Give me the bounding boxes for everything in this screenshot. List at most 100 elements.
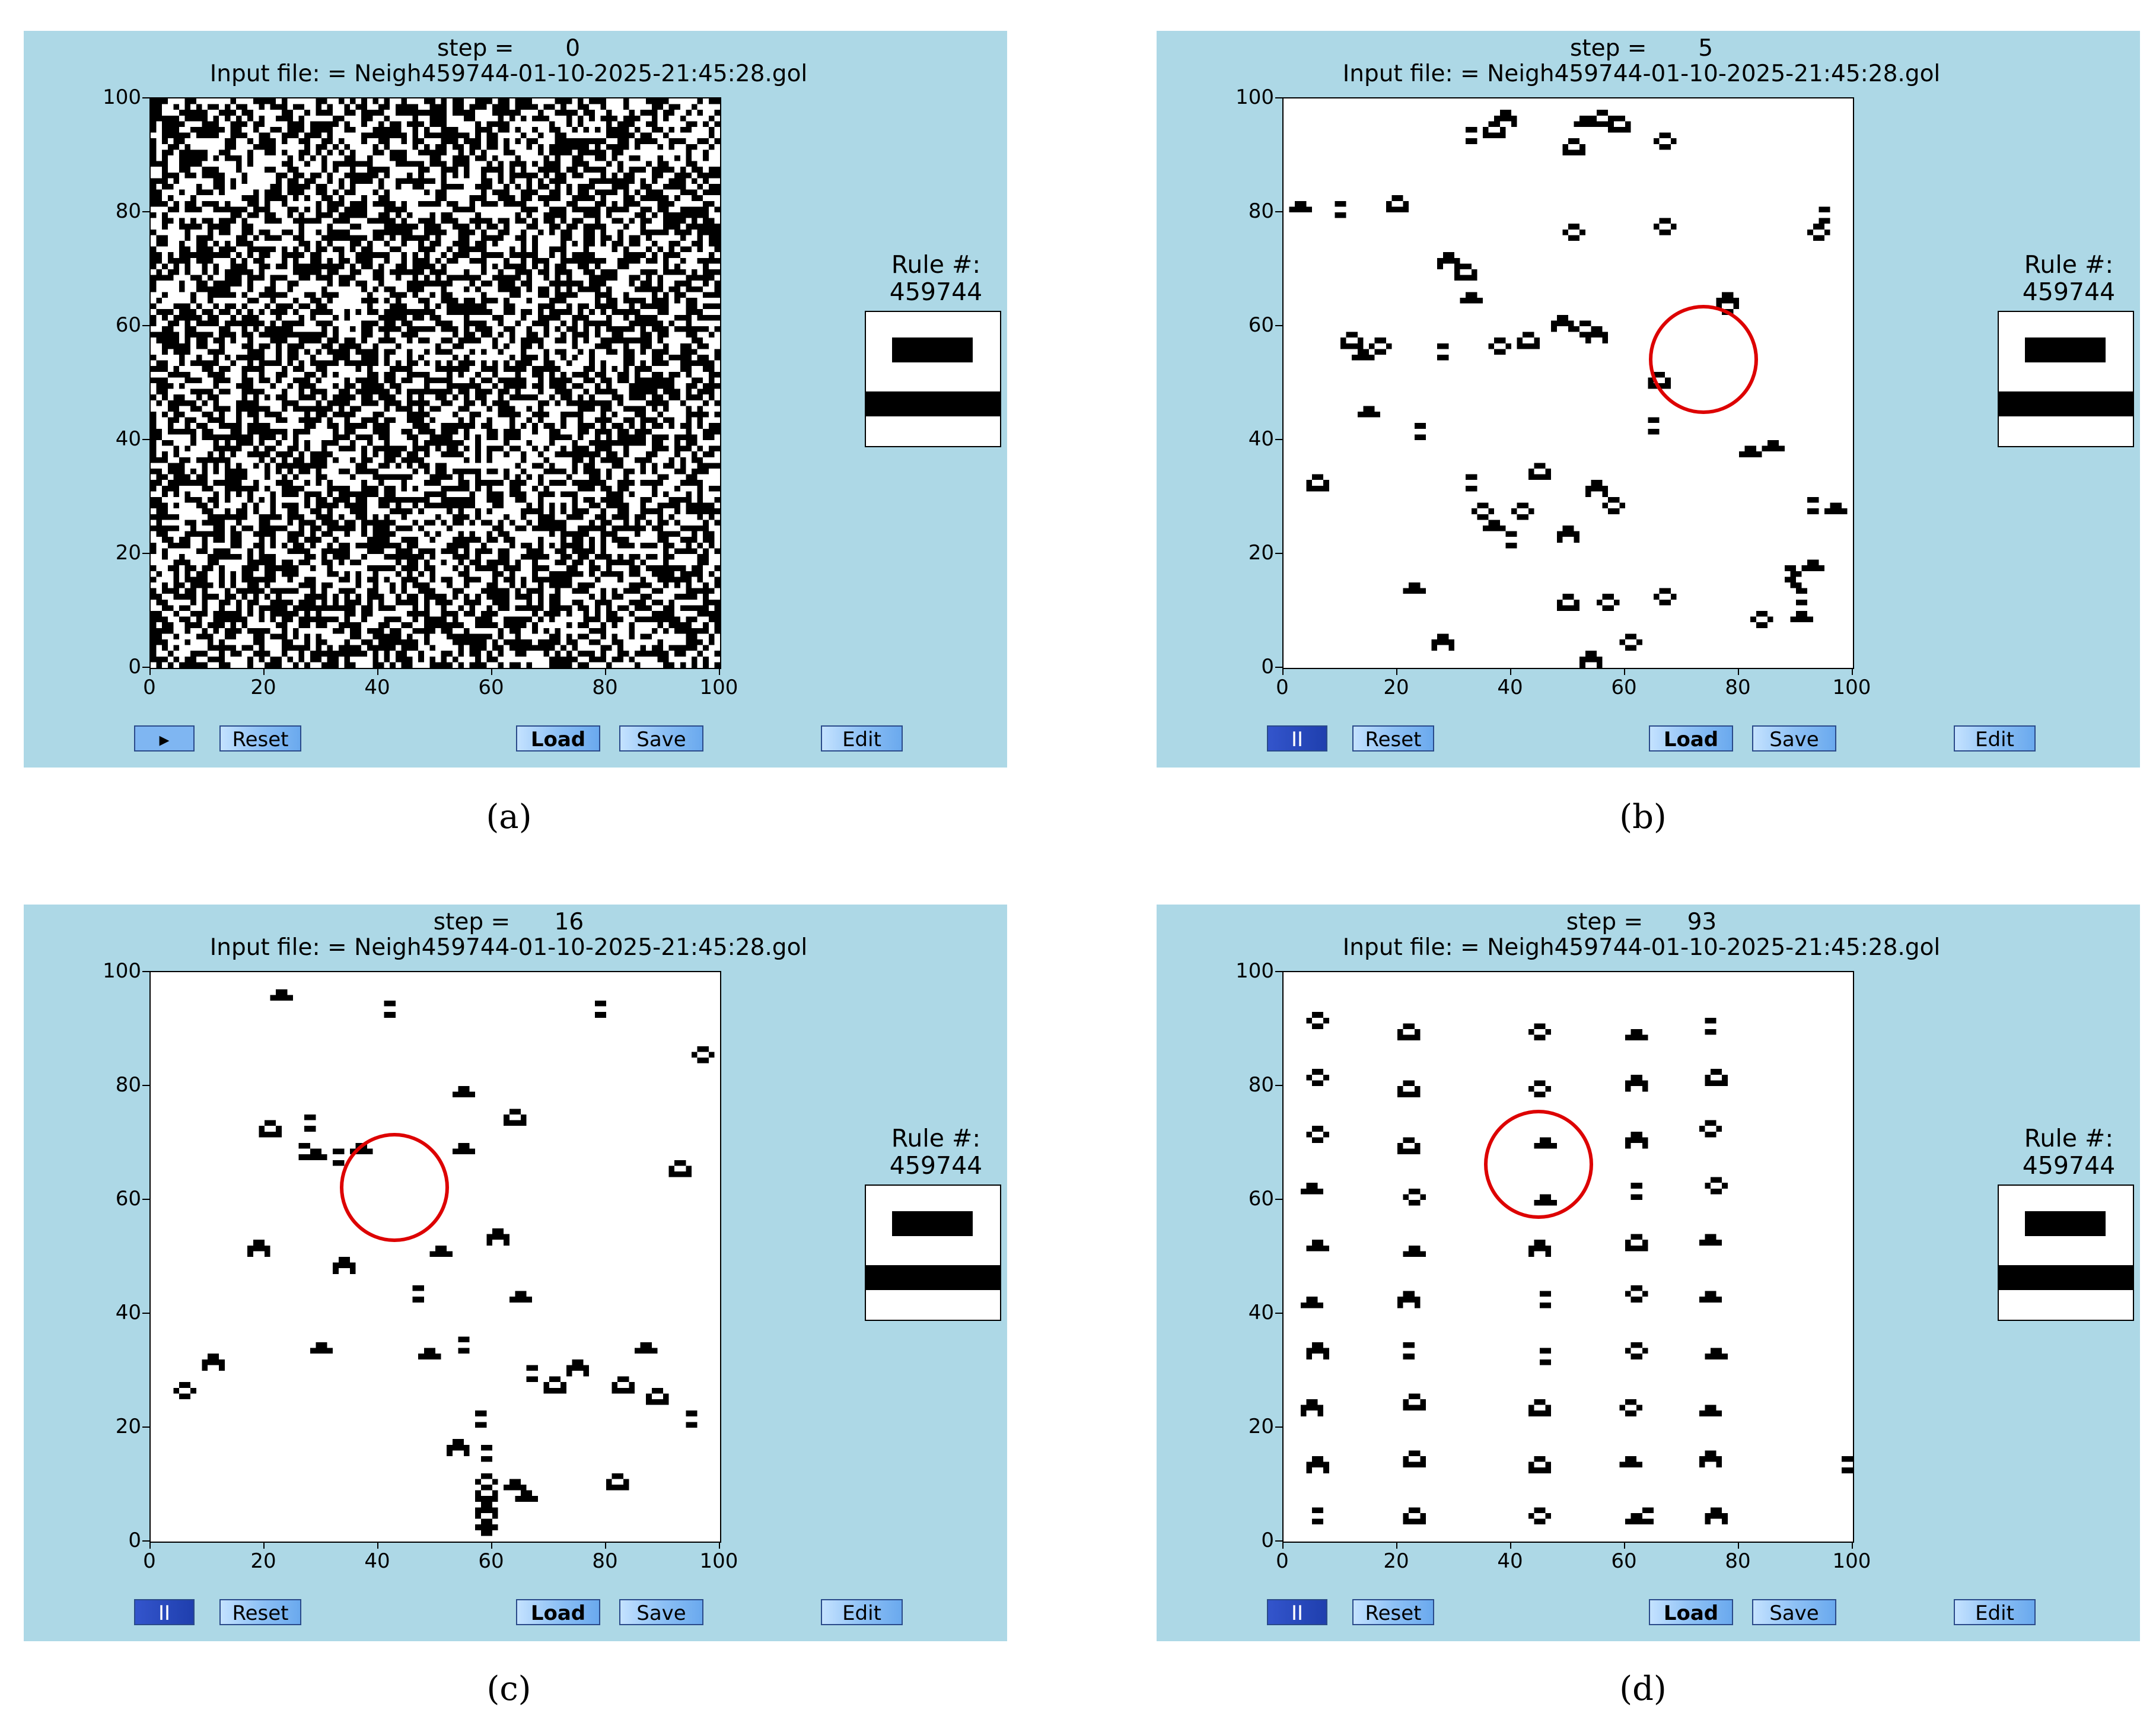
cell-grid-canvas[interactable] — [151, 98, 720, 668]
y-tick-mark — [1275, 97, 1282, 98]
pause-button[interactable]: II — [1267, 1599, 1327, 1625]
y-tick-label: 40 — [115, 427, 141, 451]
y-tick-mark — [1275, 325, 1282, 326]
y-tick-label: 20 — [1248, 1415, 1274, 1438]
x-tick-label: 60 — [1611, 676, 1637, 699]
edit-button[interactable]: Edit — [821, 1599, 903, 1625]
save-button[interactable]: Save — [619, 725, 703, 752]
pause-button[interactable]: II — [134, 1599, 195, 1625]
y-tick-mark — [142, 325, 149, 326]
y-tick-label: 0 — [128, 1529, 141, 1552]
reset-button[interactable]: Reset — [1352, 1599, 1434, 1625]
cell-grid[interactable] — [149, 971, 721, 1543]
x-tick-mark — [1852, 668, 1853, 675]
y-tick-mark — [142, 1426, 149, 1428]
simulation-panel-c: step = 16 Input file: = Neigh459744-01-10… — [24, 905, 1007, 1641]
rule-cell-block — [2025, 337, 2106, 362]
reset-button[interactable]: Reset — [1352, 725, 1434, 752]
rule-neighborhood-bar — [866, 391, 1000, 416]
rule-label: Rule #: — [2024, 250, 2114, 279]
pause-button[interactable]: II — [1267, 725, 1327, 752]
rule-number: 459744 — [889, 1151, 983, 1180]
x-tick-label: 80 — [592, 676, 618, 699]
y-tick-label: 60 — [115, 313, 141, 337]
x-tick-label: 40 — [364, 676, 390, 699]
save-button[interactable]: Save — [1752, 725, 1836, 752]
reset-button[interactable]: Reset — [219, 725, 301, 752]
x-tick-mark — [719, 1542, 720, 1549]
x-tick-label: 0 — [1276, 676, 1289, 699]
simulation-panel-a: step = 0 Input file: = Neigh459744-01-10-… — [24, 31, 1007, 768]
panel-caption: (c) — [486, 1670, 531, 1708]
load-button[interactable]: Load — [1649, 1599, 1733, 1625]
x-tick-label: 100 — [1832, 676, 1871, 699]
step-label: step = 16 — [433, 909, 584, 935]
rule-label: Rule #: — [2024, 1124, 2114, 1152]
y-tick-label: 100 — [103, 959, 141, 983]
y-tick-mark — [1275, 553, 1282, 554]
y-tick-label: 60 — [1248, 1187, 1274, 1211]
x-tick-label: 60 — [478, 676, 504, 699]
y-tick-mark — [142, 1313, 149, 1314]
x-tick-mark — [1738, 1542, 1739, 1549]
cell-grid-canvas[interactable] — [151, 972, 720, 1542]
y-tick-label: 0 — [128, 655, 141, 679]
x-tick-label: 0 — [1276, 1549, 1289, 1573]
x-tick-mark — [149, 1542, 151, 1549]
panel-caption: (b) — [1619, 798, 1667, 836]
rule-number: 459744 — [2022, 278, 2116, 306]
simulation-panel-d: step = 93 Input file: = Neigh459744-01-10… — [1157, 905, 2140, 1641]
y-tick-mark — [142, 1085, 149, 1086]
step-label: step = 93 — [1566, 909, 1717, 935]
y-tick-mark — [142, 667, 149, 668]
cell-grid[interactable] — [1282, 971, 1854, 1543]
x-tick-label: 20 — [250, 676, 276, 699]
y-tick-label: 0 — [1261, 655, 1274, 679]
reset-button[interactable]: Reset — [219, 1599, 301, 1625]
rule-cell-block — [892, 1211, 973, 1236]
x-tick-label: 20 — [1383, 676, 1409, 699]
x-tick-label: 60 — [478, 1549, 504, 1573]
y-tick-mark — [1275, 1540, 1282, 1542]
cell-grid-canvas[interactable] — [1284, 98, 1853, 668]
rule-neighborhood-bar — [1999, 391, 2133, 416]
x-tick-mark — [1510, 1542, 1511, 1549]
rule-cell-block — [2025, 1211, 2106, 1236]
play-button[interactable]: ▸ — [134, 725, 195, 752]
y-tick-label: 40 — [1248, 1301, 1274, 1324]
x-tick-label: 60 — [1611, 1549, 1637, 1573]
y-tick-mark — [1275, 1199, 1282, 1200]
rule-label: Rule #: — [891, 250, 981, 279]
input-file-label: Input file: = Neigh459744-01-10-2025-21:… — [209, 934, 808, 961]
x-tick-mark — [1624, 1542, 1625, 1549]
edit-button[interactable]: Edit — [1954, 1599, 2036, 1625]
save-button[interactable]: Save — [1752, 1599, 1836, 1625]
y-tick-mark — [1275, 1085, 1282, 1086]
edit-button[interactable]: Edit — [1954, 725, 2036, 752]
load-button[interactable]: Load — [516, 725, 600, 752]
x-tick-mark — [1852, 1542, 1853, 1549]
cell-grid-canvas[interactable] — [1284, 972, 1853, 1542]
x-tick-mark — [605, 668, 606, 675]
load-button[interactable]: Load — [516, 1599, 600, 1625]
y-tick-mark — [142, 439, 149, 440]
x-tick-mark — [1396, 1542, 1397, 1549]
x-tick-label: 0 — [143, 676, 156, 699]
step-label: step = 5 — [1569, 35, 1714, 62]
y-tick-label: 20 — [115, 1415, 141, 1438]
input-file-label: Input file: = Neigh459744-01-10-2025-21:… — [1342, 934, 1941, 961]
input-file-label: Input file: = Neigh459744-01-10-2025-21:… — [209, 61, 808, 87]
x-tick-mark — [605, 1542, 606, 1549]
cell-grid[interactable] — [149, 97, 721, 669]
x-tick-label: 100 — [1832, 1549, 1871, 1573]
edit-button[interactable]: Edit — [821, 725, 903, 752]
highlight-circle — [339, 1132, 449, 1242]
rule-neighborhood-icon — [1998, 1184, 2134, 1321]
x-tick-mark — [263, 1542, 265, 1549]
save-button[interactable]: Save — [619, 1599, 703, 1625]
y-tick-label: 80 — [1248, 199, 1274, 223]
x-tick-label: 40 — [1497, 676, 1523, 699]
cell-grid[interactable] — [1282, 97, 1854, 669]
y-tick-mark — [142, 211, 149, 212]
load-button[interactable]: Load — [1649, 725, 1733, 752]
